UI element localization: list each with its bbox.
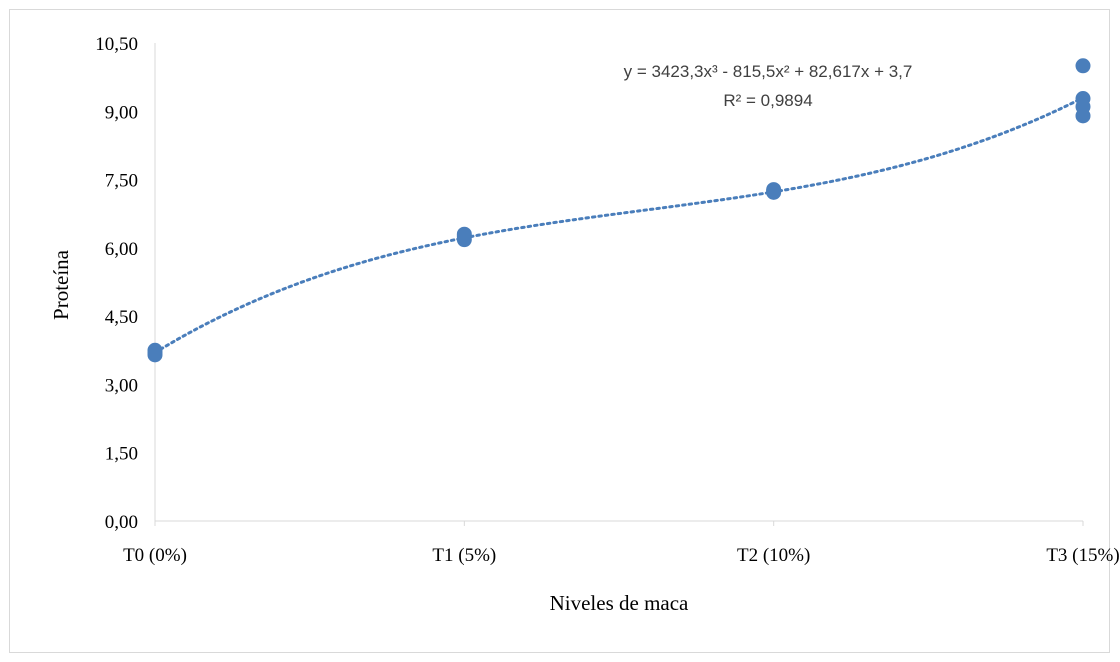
trendline-r2: R² = 0,9894 [723, 91, 812, 110]
y-tick-label: 10,50 [95, 34, 138, 55]
y-tick-label: 7,50 [105, 171, 138, 192]
y-tick-label: 0,00 [105, 512, 138, 533]
y-tick-label: 9,00 [105, 102, 138, 123]
data-point [766, 184, 782, 200]
x-tick-label: T3 (15%) [1046, 545, 1119, 566]
axes [154, 43, 1083, 522]
y-axis-title: Proteína [49, 249, 73, 320]
data-point [1075, 58, 1091, 74]
x-tick-label: T0 (0%) [123, 545, 187, 566]
y-tick-label: 1,50 [105, 444, 138, 465]
x-axis-title: Niveles de maca [550, 591, 689, 615]
data-points [147, 58, 1091, 363]
trendline [153, 96, 1085, 355]
trendline-equation: y = 3423,3x³ - 815,5x² + 82,617x + 3,7 [624, 62, 913, 81]
x-axis-ticks: T0 (0%) T1 (5%) T2 (10%) T3 (15%) [123, 521, 1120, 566]
data-point [1075, 108, 1091, 124]
y-tick-label: 4,50 [105, 307, 138, 328]
y-axis-ticks: 0,00 1,50 3,00 4,50 6,00 7,50 9,00 10,50 [95, 34, 138, 533]
y-tick-label: 3,00 [105, 375, 138, 396]
data-point [456, 232, 472, 248]
chart-frame [9, 9, 1110, 653]
data-point [147, 347, 163, 363]
x-tick-label: T1 (5%) [432, 545, 496, 566]
x-tick-label: T2 (10%) [737, 545, 810, 566]
y-tick-label: 6,00 [105, 239, 138, 260]
